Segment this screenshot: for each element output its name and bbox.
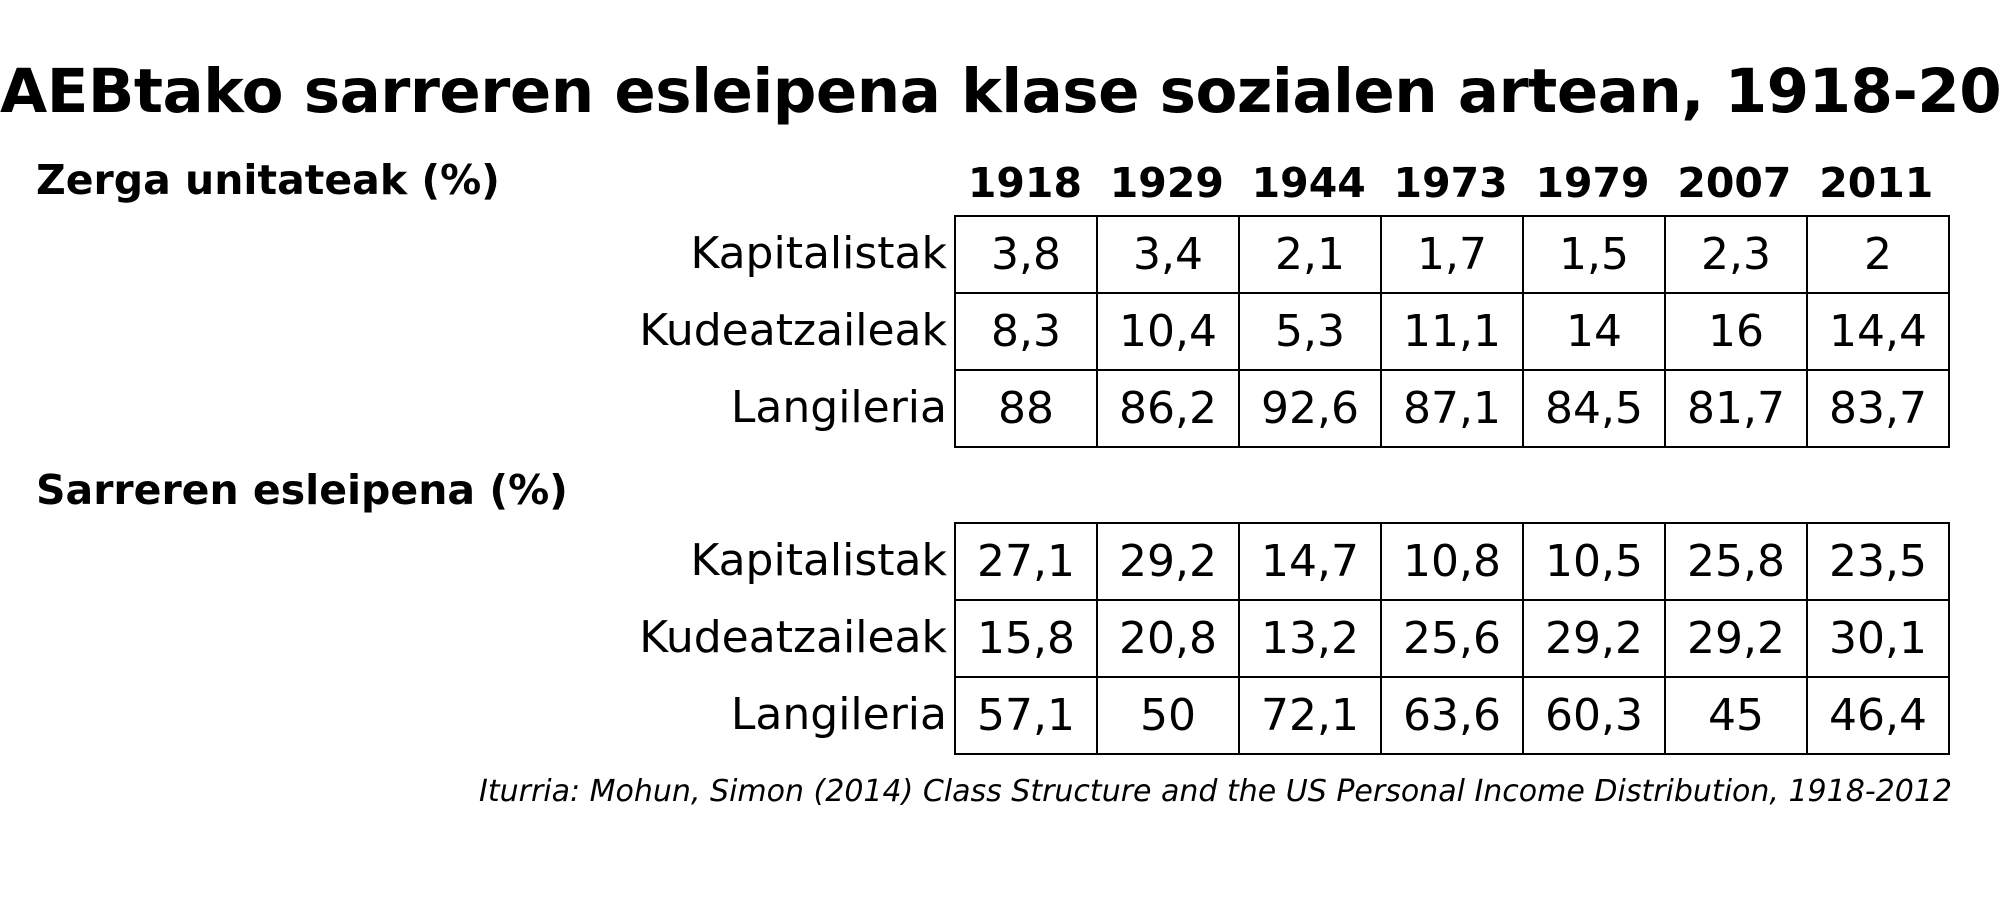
table-cell: 2 bbox=[1806, 215, 1950, 294]
year-header: 1979 bbox=[1535, 159, 1650, 207]
table-cell: 92,6 bbox=[1238, 369, 1382, 448]
table-cell: 1,5 bbox=[1522, 215, 1666, 294]
table-cell: 88 bbox=[954, 369, 1098, 448]
table-row: 88 86,2 92,6 87,1 84,5 81,7 83,7 bbox=[954, 369, 1950, 448]
row-labels-income-share: Kapitalistak Kudeatzaileak Langileria bbox=[639, 522, 947, 753]
table-cell: 14,4 bbox=[1806, 292, 1950, 371]
table-cell: 20,8 bbox=[1096, 599, 1240, 678]
table-cell: 3,4 bbox=[1096, 215, 1240, 294]
row-labels-tax-units: Kapitalistak Kudeatzaileak Langileria bbox=[639, 215, 947, 446]
table-cell: 13,2 bbox=[1238, 599, 1382, 678]
table-cell: 57,1 bbox=[954, 676, 1098, 755]
source-citation: Iturria: Mohun, Simon (2014) Class Struc… bbox=[479, 774, 1952, 809]
year-header: 2007 bbox=[1677, 159, 1792, 207]
table-cell: 27,1 bbox=[954, 522, 1098, 601]
tax-units-table: 3,8 3,4 2,1 1,7 1,5 2,3 2 8,3 10,4 5,3 1… bbox=[954, 215, 1950, 448]
year-header: 1918 bbox=[967, 159, 1082, 207]
table-cell: 25,6 bbox=[1380, 599, 1524, 678]
page-title: AEBtako sarreren esleipena klase soziale… bbox=[0, 56, 2000, 127]
table-cell: 63,6 bbox=[1380, 676, 1524, 755]
year-header: 1973 bbox=[1393, 159, 1508, 207]
table-cell: 25,8 bbox=[1664, 522, 1808, 601]
table-cell: 50 bbox=[1096, 676, 1240, 755]
income-share-table: 27,1 29,2 14,7 10,8 10,5 25,8 23,5 15,8 … bbox=[954, 522, 1950, 755]
year-header: 2011 bbox=[1819, 159, 1934, 207]
table-cell: 14 bbox=[1522, 292, 1666, 371]
table-cell: 60,3 bbox=[1522, 676, 1666, 755]
section-heading-tax-units: Zerga unitateak (%) bbox=[36, 156, 500, 204]
year-header: 1944 bbox=[1251, 159, 1366, 207]
table-cell: 29,2 bbox=[1522, 599, 1666, 678]
row-label-capitalists: Kapitalistak bbox=[690, 228, 947, 279]
table-cell: 2,1 bbox=[1238, 215, 1382, 294]
table-cell: 2,3 bbox=[1664, 215, 1808, 294]
table-cell: 86,2 bbox=[1096, 369, 1240, 448]
table-cell: 29,2 bbox=[1664, 599, 1808, 678]
table-cell: 14,7 bbox=[1238, 522, 1382, 601]
table-cell: 11,1 bbox=[1380, 292, 1524, 371]
table-cell: 87,1 bbox=[1380, 369, 1524, 448]
table-cell: 8,3 bbox=[954, 292, 1098, 371]
table-cell: 23,5 bbox=[1806, 522, 1950, 601]
row-label-workers: Langileria bbox=[730, 689, 947, 740]
table-cell: 84,5 bbox=[1522, 369, 1666, 448]
table-cell: 72,1 bbox=[1238, 676, 1382, 755]
table-row: 15,8 20,8 13,2 25,6 29,2 29,2 30,1 bbox=[954, 599, 1950, 678]
table-row: 57,1 50 72,1 63,6 60,3 45 46,4 bbox=[954, 676, 1950, 755]
table-cell: 16 bbox=[1664, 292, 1808, 371]
table-cell: 45 bbox=[1664, 676, 1808, 755]
row-label-capitalists: Kapitalistak bbox=[690, 535, 947, 586]
row-label-workers: Langileria bbox=[730, 382, 947, 433]
year-header-row: 1918 1929 1944 1973 1979 2007 2011 bbox=[954, 158, 1947, 208]
row-label-managers: Kudeatzaileak bbox=[639, 305, 947, 356]
row-label-managers: Kudeatzaileak bbox=[639, 612, 947, 663]
table-row: 27,1 29,2 14,7 10,8 10,5 25,8 23,5 bbox=[954, 522, 1950, 601]
table-cell: 81,7 bbox=[1664, 369, 1808, 448]
table-cell: 46,4 bbox=[1806, 676, 1950, 755]
year-header: 1929 bbox=[1109, 159, 1224, 207]
table-cell: 3,8 bbox=[954, 215, 1098, 294]
table-cell: 29,2 bbox=[1096, 522, 1240, 601]
table-cell: 1,7 bbox=[1380, 215, 1524, 294]
table-cell: 10,5 bbox=[1522, 522, 1666, 601]
table-cell: 10,8 bbox=[1380, 522, 1524, 601]
section-heading-income-share: Sarreren esleipena (%) bbox=[36, 466, 568, 514]
table-cell: 10,4 bbox=[1096, 292, 1240, 371]
table-row: 8,3 10,4 5,3 11,1 14 16 14,4 bbox=[954, 292, 1950, 371]
table-row: 3,8 3,4 2,1 1,7 1,5 2,3 2 bbox=[954, 215, 1950, 294]
table-cell: 30,1 bbox=[1806, 599, 1950, 678]
table-cell: 83,7 bbox=[1806, 369, 1950, 448]
table-cell: 5,3 bbox=[1238, 292, 1382, 371]
table-cell: 15,8 bbox=[954, 599, 1098, 678]
